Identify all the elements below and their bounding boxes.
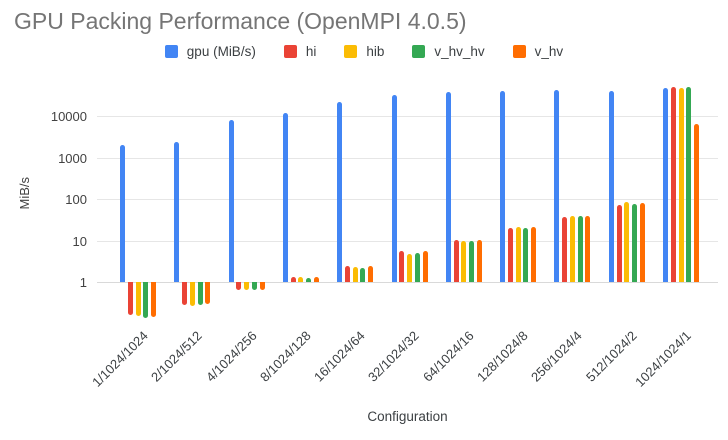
legend-swatch-icon — [344, 45, 358, 58]
gridline-100 — [97, 199, 718, 200]
bar-hi-512-1024-2[interactable] — [616, 204, 622, 282]
legend-swatch-icon — [164, 45, 178, 58]
bar-hi-2-1024-512[interactable] — [182, 282, 188, 305]
bar-v-hv-hv-8-1024-128[interactable] — [306, 278, 312, 282]
x-tick-label-128-1024-8: 128/1024/8 — [474, 328, 531, 385]
bar-v-hv-4-1024-256[interactable] — [259, 282, 265, 290]
x-tick-label-16-1024-64: 16/1024/64 — [311, 328, 368, 385]
bar-hi-256-1024-4[interactable] — [562, 217, 568, 282]
bar-hib-8-1024-128[interactable] — [298, 277, 304, 282]
x-axis-title: Configuration — [367, 409, 448, 424]
bar-v-hv-2-1024-512[interactable] — [205, 282, 211, 305]
bar-gpu-mib-s--16-1024-64[interactable] — [337, 101, 343, 282]
bar-hib-64-1024-16[interactable] — [461, 240, 467, 282]
bar-hi-32-1024-32[interactable] — [399, 251, 405, 282]
bar-v-hv-hv-128-1024-8[interactable] — [523, 227, 529, 282]
legend-swatch-icon — [283, 45, 297, 58]
bar-v-hv-32-1024-32[interactable] — [422, 251, 428, 282]
bar-v-hv-128-1024-8[interactable] — [531, 227, 537, 282]
bar-v-hv-hv-1024-1024-1[interactable] — [686, 86, 692, 282]
gridline-10000 — [97, 116, 718, 117]
bar-hib-2-1024-512[interactable] — [189, 282, 195, 306]
bar-hi-1-1024-1024[interactable] — [127, 282, 133, 315]
legend-label: v_hv_hv — [434, 44, 485, 59]
bar-hi-16-1024-64[interactable] — [344, 265, 350, 282]
bar-hib-1024-1024-1[interactable] — [678, 88, 684, 282]
legend: gpu (MiB/s) hi hib v_hv_hv v_hv — [0, 44, 728, 59]
bar-v-hv-512-1024-2[interactable] — [639, 203, 645, 282]
bar-hi-8-1024-128[interactable] — [290, 276, 296, 282]
y-tick-label-1: 1 — [79, 275, 87, 290]
bar-gpu-mib-s--1-1024-1024[interactable] — [120, 145, 125, 282]
legend-label: hi — [305, 44, 317, 59]
y-tick-label-1000: 1000 — [58, 151, 87, 166]
x-tick-label-2-1024-512: 2/1024/512 — [148, 328, 205, 385]
bar-v-hv-hv-2-1024-512[interactable] — [197, 282, 203, 305]
bar-hi-64-1024-16[interactable] — [453, 239, 459, 282]
bar-v-hv-8-1024-128[interactable] — [313, 277, 319, 282]
bar-v-hv-hv-32-1024-32[interactable] — [414, 253, 420, 282]
bar-v-hv-1024-1024-1[interactable] — [694, 124, 699, 282]
bar-gpu-mib-s--2-1024-512[interactable] — [174, 141, 180, 282]
bar-v-hv-hv-256-1024-4[interactable] — [577, 215, 583, 282]
bar-v-hv-hv-512-1024-2[interactable] — [632, 203, 637, 282]
bar-gpu-mib-s--128-1024-8[interactable] — [500, 90, 506, 282]
bar-hi-1024-1024-1[interactable] — [670, 86, 676, 282]
bar-v-hv-hv-16-1024-64[interactable] — [360, 267, 366, 282]
x-tick-label-32-1024-32: 32/1024/32 — [365, 328, 423, 385]
gridline-1000 — [97, 158, 718, 159]
bar-v-hv-256-1024-4[interactable] — [585, 216, 591, 282]
legend-item-hib: hib — [344, 44, 384, 59]
x-tick-label-8-1024-128: 8/1024/128 — [256, 328, 314, 385]
x-tick-label-512-1024-2: 512/1024/2 — [582, 328, 640, 385]
gridline-1 — [97, 282, 718, 283]
bar-v-hv-16-1024-64[interactable] — [368, 265, 374, 282]
bar-hi-4-1024-256[interactable] — [236, 282, 242, 290]
chart-title: GPU Packing Performance (OpenMPI 4.0.5) — [14, 8, 467, 34]
legend-label: v_hv — [534, 44, 564, 59]
legend-swatch-icon — [412, 45, 426, 58]
x-tick-label-64-1024-16: 64/1024/16 — [419, 328, 477, 385]
bar-hib-256-1024-4[interactable] — [569, 216, 575, 282]
y-tick-label-10: 10 — [72, 234, 87, 249]
bar-hib-512-1024-2[interactable] — [624, 202, 630, 282]
bar-gpu-mib-s--256-1024-4[interactable] — [554, 89, 560, 282]
bar-hib-32-1024-32[interactable] — [407, 253, 412, 282]
bar-v-hv-hv-4-1024-256[interactable] — [251, 282, 257, 291]
bar-gpu-mib-s--64-1024-16[interactable] — [445, 91, 451, 282]
bar-gpu-mib-s--512-1024-2[interactable] — [608, 91, 614, 282]
plot-area — [97, 85, 718, 320]
bar-v-hv-1-1024-1024[interactable] — [151, 282, 156, 317]
x-tick-label-256-1024-4: 256/1024/4 — [528, 328, 586, 385]
bar-hib-1-1024-1024[interactable] — [135, 282, 141, 317]
bar-v-hv-64-1024-16[interactable] — [476, 239, 482, 282]
legend-item-v-hv: v_hv — [512, 44, 564, 59]
legend-item-v-hv-hv: v_hv_hv — [412, 44, 485, 59]
legend-label: hib — [366, 44, 385, 59]
bar-hib-16-1024-64[interactable] — [352, 267, 358, 282]
x-tick-label-1024-1024-1: 1024/1024/1 — [631, 328, 694, 390]
bar-hi-128-1024-8[interactable] — [507, 228, 513, 282]
bar-gpu-mib-s--32-1024-32[interactable] — [391, 94, 397, 282]
bar-v-hv-hv-64-1024-16[interactable] — [469, 240, 474, 282]
x-tick-label-4-1024-256: 4/1024/256 — [202, 328, 260, 385]
legend-label: gpu (MiB/s) — [186, 44, 256, 59]
bar-hib-128-1024-8[interactable] — [515, 227, 521, 282]
legend-swatch-icon — [512, 45, 526, 58]
y-axis-title: MiB/s — [16, 177, 32, 210]
bar-v-hv-hv-1-1024-1024[interactable] — [143, 282, 149, 319]
bar-hib-4-1024-256[interactable] — [244, 282, 250, 291]
y-tick-label-10000: 10000 — [50, 109, 87, 124]
y-tick-label-100: 100 — [65, 192, 87, 207]
legend-item-gpu-mib-s-: gpu (MiB/s) — [164, 44, 256, 59]
bar-gpu-mib-s--1024-1024-1[interactable] — [663, 88, 668, 282]
gridline-10 — [97, 241, 718, 242]
bar-gpu-mib-s--8-1024-128[interactable] — [282, 112, 288, 282]
bar-gpu-mib-s--4-1024-256[interactable] — [228, 120, 234, 282]
x-tick-label-1-1024-1024: 1/1024/1024 — [88, 328, 151, 390]
legend-item-hi: hi — [283, 44, 317, 59]
